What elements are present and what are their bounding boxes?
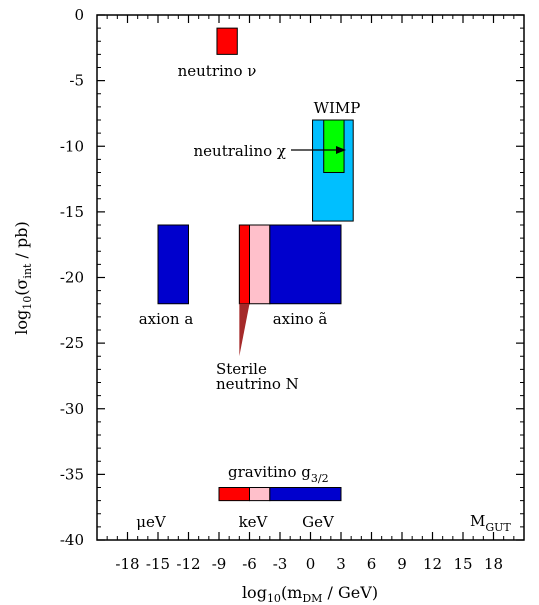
y-tick-label-1: -5 [69, 72, 84, 90]
y-ticks: 0 -5 -10 -15 -20 -25 -30 -35 -40 [60, 6, 524, 549]
x-title-sub10: 10 [267, 592, 281, 605]
x-tick-label-0: -18 [115, 555, 139, 573]
regions-layer [157, 27, 354, 502]
y-axis-title: log10(σint / pb) [12, 221, 34, 335]
region-0 [216, 27, 238, 55]
label-axion: axion a [139, 310, 194, 328]
x-tick-label-1: -15 [146, 555, 170, 573]
region-9 [269, 487, 342, 502]
region-8 [249, 487, 271, 502]
x-tick-label-8: 6 [367, 555, 377, 573]
label-kev: keV [239, 513, 269, 531]
y-title-log: log [12, 310, 31, 335]
y-tick-label-2: -10 [60, 137, 84, 155]
y-tick-label-6: -30 [60, 400, 84, 418]
y-tick-label-8: -40 [60, 531, 84, 549]
x-tick-label-12: 18 [484, 555, 503, 573]
y-title-mid: (σ [12, 279, 31, 296]
neutralino-arrow-head [336, 146, 346, 154]
x-title-mid: (m [281, 583, 302, 602]
region-4 [238, 224, 250, 305]
y-title-sub10: 10 [21, 296, 34, 310]
label-mu-ev: μeV [136, 513, 167, 531]
label-sterile-line1: Sterile [216, 360, 267, 378]
x-title-log: log [242, 583, 267, 602]
x-tick-label-10: 12 [423, 555, 442, 573]
x-tick-label-3: -9 [212, 555, 227, 573]
x-tick-label-6: 0 [306, 555, 316, 573]
x-tick-label-4: -6 [242, 555, 257, 573]
label-axino: axino ã [273, 310, 328, 328]
label-gravitino: gravitino g3/2 [228, 463, 329, 485]
x-tick-label-2: -12 [176, 555, 200, 573]
x-ticks: -18 -15 -12 -9 -6 -3 0 3 6 9 12 15 18 [96, 15, 525, 573]
label-mgut-sub: GUT [485, 521, 511, 534]
sterile-neutrino-region [239, 303, 250, 357]
label-gravitino-main: gravitino g [228, 463, 311, 481]
x-tick-label-11: 15 [453, 555, 472, 573]
region-2 [323, 119, 345, 173]
x-axis-title: log10(mDM / GeV) [242, 583, 378, 605]
x-tick-label-9: 9 [397, 555, 407, 573]
y-title-subint: int [21, 263, 34, 279]
x-tick-label-7: 3 [336, 555, 346, 573]
x-title-subdm: DM [302, 592, 322, 605]
y-tick-label-4: -20 [60, 269, 84, 287]
y-title-suffix: / pb) [12, 221, 31, 263]
label-neutrino: neutrino ν [178, 62, 257, 80]
label-wimp: WIMP [314, 99, 361, 117]
x-title-suffix: / GeV) [322, 583, 378, 602]
region-7 [218, 487, 250, 502]
label-sterile-line2: neutrino N [216, 375, 299, 393]
y-tick-label-5: -25 [60, 334, 84, 352]
label-gev: GeV [302, 513, 335, 531]
region-5 [249, 224, 271, 305]
y-tick-label-7: -35 [60, 465, 84, 483]
x-tick-label-5: -3 [273, 555, 288, 573]
y-tick-label-0: 0 [74, 6, 84, 24]
label-mgut-main: M [470, 512, 485, 530]
y-tick-label-3: -15 [60, 203, 84, 221]
region-3 [157, 224, 189, 305]
label-neutralino: neutralino χ [194, 142, 286, 160]
label-gravitino-sub: 3/2 [311, 472, 329, 485]
region-6 [269, 224, 342, 305]
label-mgut: MGUT [470, 512, 511, 534]
